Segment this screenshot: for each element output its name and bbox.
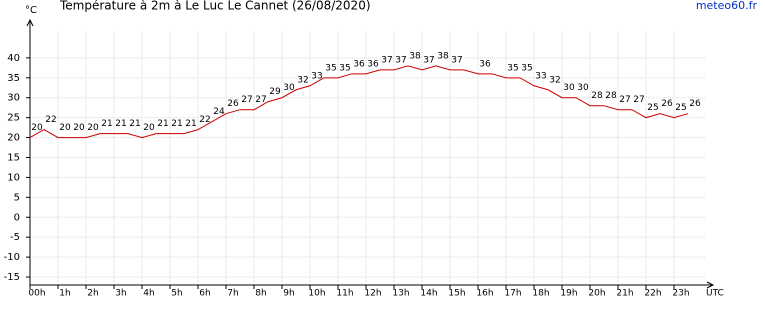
data-label: 35 <box>339 63 350 73</box>
data-label: 21 <box>185 119 196 129</box>
data-label: 21 <box>171 119 182 129</box>
y-tick-label: -15 <box>4 272 20 283</box>
data-label: 28 <box>591 91 603 101</box>
x-tick-label: 2h <box>87 289 98 299</box>
y-tick-label: 20 <box>7 133 20 144</box>
data-label: 29 <box>269 87 281 97</box>
data-label: 26 <box>661 99 673 109</box>
x-tick-label: 21h <box>616 289 633 299</box>
data-label: 37 <box>423 55 434 65</box>
data-label: 26 <box>227 99 239 109</box>
data-label: 37 <box>395 55 406 65</box>
x-axis <box>30 281 715 289</box>
x-tick-label: 6h <box>199 289 210 299</box>
x-tick-label: 16h <box>476 289 493 299</box>
y-tick-label: -5 <box>10 232 20 243</box>
data-label: 24 <box>213 107 225 117</box>
data-label: 35 <box>325 63 336 73</box>
y-tick-label: 0 <box>14 212 20 223</box>
x-tick-label: 18h <box>532 289 549 299</box>
y-tick-label: 40 <box>7 53 20 64</box>
data-label: 21 <box>129 119 140 129</box>
data-label: 33 <box>535 71 546 81</box>
y-axis <box>26 18 34 285</box>
y-tick-label: 30 <box>7 93 20 104</box>
data-label: 30 <box>283 83 295 93</box>
data-label: 28 <box>605 91 617 101</box>
x-tick-label: 11h <box>336 289 353 299</box>
x-tick-label: 4h <box>143 289 154 299</box>
data-label: 21 <box>115 119 126 129</box>
data-label: 37 <box>381 55 392 65</box>
x-tick-label: 19h <box>560 289 577 299</box>
data-label: 30 <box>563 83 575 93</box>
x-tick-label: 13h <box>392 289 409 299</box>
data-label: 30 <box>577 83 589 93</box>
data-label: 20 <box>73 123 85 133</box>
x-tick-label: 9h <box>283 289 294 299</box>
data-label: 27 <box>241 95 252 105</box>
data-label: 20 <box>87 123 99 133</box>
y-tick-label: 5 <box>14 192 20 203</box>
y-axis-label: °C <box>25 5 37 16</box>
chart-title: Température à 2m à Le Luc Le Cannet (26/… <box>59 0 371 13</box>
x-tick-label: 23h <box>672 289 689 299</box>
data-label: 22 <box>45 115 56 125</box>
data-label: 27 <box>255 95 266 105</box>
x-tick-label: 1h <box>59 289 70 299</box>
data-label: 25 <box>675 103 686 113</box>
x-tick-label: 15h <box>448 289 465 299</box>
data-label: 36 <box>367 59 379 69</box>
data-label: 22 <box>199 115 210 125</box>
data-label: 38 <box>437 51 449 61</box>
data-label: 32 <box>297 75 308 85</box>
x-tick-label: 10h <box>308 289 325 299</box>
data-label: 33 <box>311 71 322 81</box>
x-tick-label: 7h <box>227 289 238 299</box>
y-tick-label: 15 <box>7 153 20 164</box>
x-tick-label: 3h <box>115 289 126 299</box>
grid: -15 -10 -5 0 5 10 15 20 25 30 35 40 00h 1h 2h 3h 4h 5h 6h 7… <box>4 18 715 299</box>
line <box>29 65 689 139</box>
y-tick-label: 35 <box>7 73 20 84</box>
source: meteo60.fr <box>696 0 758 12</box>
data-label: 32 <box>549 75 560 85</box>
x-tick-label: 14h <box>420 289 437 299</box>
data-label: 38 <box>409 51 421 61</box>
data-label: 27 <box>633 95 644 105</box>
data-label: 36 <box>353 59 365 69</box>
data-label: 36 <box>479 59 491 69</box>
data-label: 21 <box>157 119 168 129</box>
data-label: 25 <box>647 103 658 113</box>
x-tick-label: 12h <box>364 289 381 299</box>
y-tick-label: -10 <box>4 252 20 263</box>
data-label: 35 <box>521 63 532 73</box>
y-tick-label: 25 <box>7 113 20 124</box>
x-tick-label: 20h <box>588 289 605 299</box>
x-tick-label: 8h <box>255 289 266 299</box>
data-label: 35 <box>507 63 518 73</box>
data-label: 37 <box>451 55 462 65</box>
x-tick-label: 17h <box>504 289 521 299</box>
x-tick-label: 00h <box>28 289 45 299</box>
x-axis-label: UTC <box>706 289 724 299</box>
data-label: 20 <box>31 123 43 133</box>
x-tick-label: 22h <box>644 289 661 299</box>
data-label: 27 <box>619 95 630 105</box>
data-label: 20 <box>143 123 155 133</box>
data-label: 21 <box>101 119 112 129</box>
data-label: 26 <box>689 99 701 109</box>
y-tick-label: 10 <box>7 172 20 183</box>
x-tick-label: 5h <box>171 289 182 299</box>
data-label: 20 <box>59 123 71 133</box>
